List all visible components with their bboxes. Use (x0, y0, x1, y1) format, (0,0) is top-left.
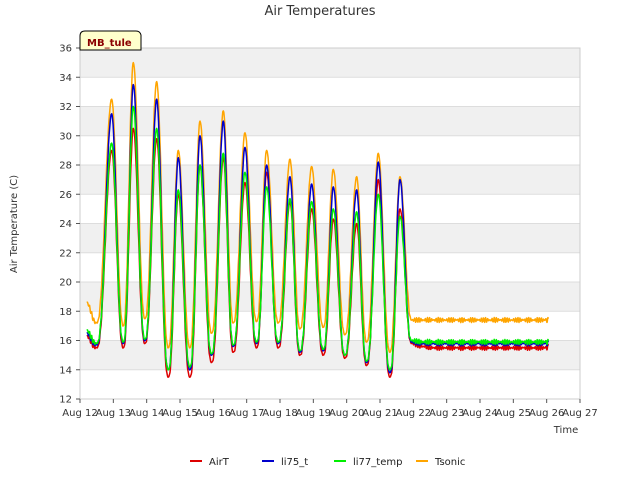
y-axis-ticks: 12 14 16 18 20 22 24 26 28 30 32 34 36 (59, 44, 80, 406)
x-tick-label: Aug 12 (62, 408, 97, 419)
legend: AirT li75_t li77_temp Tsonic (190, 457, 465, 468)
site-badge-shape (79, 30, 142, 51)
y-tick-label: 14 (59, 365, 72, 376)
band (80, 165, 580, 195)
x-tick-label: Aug 16 (196, 408, 231, 419)
y-tick-label: 16 (59, 336, 72, 347)
y-tick-label: 30 (59, 131, 72, 142)
legend-label: AirT (209, 457, 230, 468)
x-tick-label: Aug 22 (396, 408, 431, 419)
x-tick-label: Aug 27 (562, 408, 597, 419)
legend-item-li75-t: li75_t (262, 457, 308, 468)
legend-item-li77-temp: li77_temp (334, 457, 402, 468)
y-tick-label: 28 (59, 161, 72, 172)
band (80, 282, 580, 312)
series-line-tsonic (86, 61, 550, 353)
x-tick-label: Aug 15 (162, 408, 197, 419)
x-axis-title: Time (553, 425, 578, 436)
y-tick-label: 18 (59, 307, 72, 318)
band (80, 106, 580, 136)
legend-label: Tsonic (434, 457, 465, 468)
site-badge: MB_tule (79, 30, 142, 51)
x-tick-label: Aug 19 (296, 408, 331, 419)
x-tick-label: Aug 21 (362, 408, 397, 419)
legend-item-tsonic: Tsonic (416, 457, 465, 468)
x-tick-label: Aug 25 (496, 408, 531, 419)
x-tick-label: Aug 17 (229, 408, 264, 419)
y-tick-label: 36 (59, 44, 72, 55)
x-tick-label: Aug 14 (129, 408, 164, 419)
y-tick-label: 24 (59, 219, 72, 230)
y-tick-label: 22 (59, 248, 72, 259)
y-tick-label: 20 (59, 278, 72, 289)
x-tick-label: Aug 23 (429, 408, 464, 419)
y-tick-label: 26 (59, 190, 72, 201)
chart-title: Air Temperatures (264, 4, 375, 19)
y-tick-label: 34 (59, 73, 72, 84)
y-tick-label: 32 (59, 102, 72, 113)
x-tick-label: Aug 18 (262, 408, 297, 419)
series-line-li77-temp (86, 105, 550, 371)
y-tick-label: 12 (59, 395, 72, 406)
legend-label: li77_temp (353, 457, 402, 468)
legend-label: li75_t (281, 457, 308, 468)
x-tick-label: Aug 24 (462, 408, 497, 419)
x-tick-label: Aug 20 (329, 408, 364, 419)
legend-item-airt: AirT (190, 457, 230, 468)
band (80, 48, 580, 78)
series-line-airt (86, 127, 550, 378)
y-axis-title: Air Temperature (C) (9, 175, 20, 273)
site-badge-label: MB_tule (87, 38, 132, 49)
x-tick-label: Aug 26 (529, 408, 564, 419)
series-lines (86, 61, 550, 378)
x-tick-label: Aug 13 (96, 408, 131, 419)
